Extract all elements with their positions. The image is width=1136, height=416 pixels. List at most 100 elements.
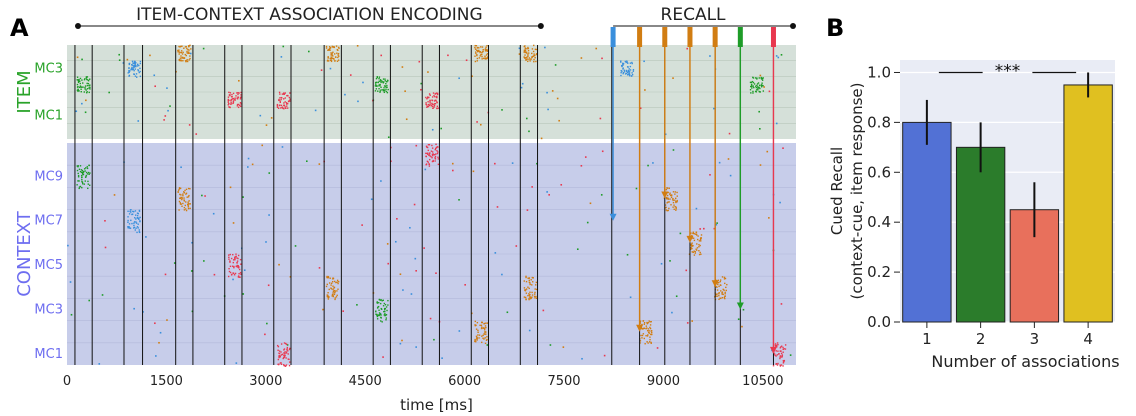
spike-dot xyxy=(131,66,133,69)
spike-dot xyxy=(330,54,333,56)
spike-dot xyxy=(134,217,136,219)
spike-dot xyxy=(777,353,780,355)
spike-dot xyxy=(80,88,82,90)
spike-dot xyxy=(380,180,382,182)
spike-dot xyxy=(533,295,536,298)
spike-dot xyxy=(477,334,479,336)
spike-dot xyxy=(481,58,483,60)
spike-dot xyxy=(383,307,386,310)
spike-dot xyxy=(337,49,339,51)
spike-dot xyxy=(527,277,529,279)
spike-dot xyxy=(81,58,83,61)
spike-dot xyxy=(135,65,137,68)
spike-dot xyxy=(529,283,531,286)
spike-dot xyxy=(396,217,398,220)
spike-dot xyxy=(330,57,333,60)
spike-dot xyxy=(639,342,641,344)
spike-dot xyxy=(382,81,385,83)
spike-dot xyxy=(330,59,333,61)
spike-dot xyxy=(526,48,528,50)
spike-dot xyxy=(717,279,720,281)
spike-dot xyxy=(699,228,701,230)
spike-dot xyxy=(285,352,288,354)
spike-dot xyxy=(672,77,674,79)
spike-dot xyxy=(88,173,90,175)
spike-dot xyxy=(601,57,603,60)
spike-dot xyxy=(551,90,554,92)
spike-dot xyxy=(89,84,91,86)
spike-dot xyxy=(133,221,136,223)
spike-dot xyxy=(84,111,87,114)
spike-dot xyxy=(641,323,643,326)
spike-dot xyxy=(480,324,483,327)
spike-dot xyxy=(83,91,86,93)
spike-dot xyxy=(378,309,380,311)
panel-a-raster: A ITEM-CONTEXT ASSOCIATION ENCODING RECA… xyxy=(10,5,796,414)
spike-dot xyxy=(642,328,644,330)
spike-dot xyxy=(560,183,563,186)
spike-dot xyxy=(234,272,237,275)
spike-dot xyxy=(385,319,387,321)
spike-dot xyxy=(285,107,287,109)
spike-dot xyxy=(384,307,387,310)
spike-dot xyxy=(183,57,186,59)
spike-dot xyxy=(285,343,288,345)
spike-dot xyxy=(475,51,477,53)
spike-dot xyxy=(409,226,411,229)
spike-dot xyxy=(76,184,78,186)
spike-dot xyxy=(187,48,189,51)
spike-dot xyxy=(328,49,330,51)
spike-dot xyxy=(184,53,186,56)
spike-dot xyxy=(240,263,242,265)
spike-dot xyxy=(229,103,232,105)
spike-dot xyxy=(435,272,437,274)
spike-dot xyxy=(756,78,758,80)
spike-dot xyxy=(717,283,719,286)
spike-dot xyxy=(189,203,192,205)
spike-dot xyxy=(458,199,460,201)
spike-dot xyxy=(643,60,645,63)
spike-dot xyxy=(378,88,380,90)
spike-dot xyxy=(527,47,530,50)
spike-dot xyxy=(84,85,87,87)
spike-dot xyxy=(382,89,384,91)
spike-burst xyxy=(177,187,192,212)
spike-dot xyxy=(378,84,380,86)
spike-dot xyxy=(284,355,286,357)
spike-dot xyxy=(335,281,337,284)
spike-dot xyxy=(131,213,134,215)
spike-burst xyxy=(639,320,653,345)
spike-dot xyxy=(189,207,191,210)
spike-burst xyxy=(276,342,291,367)
spike-dot xyxy=(239,98,242,100)
spike-dot xyxy=(625,61,627,64)
spike-dot xyxy=(318,163,321,165)
spike-dot xyxy=(85,176,87,178)
spike-dot xyxy=(80,174,83,177)
spike-dot xyxy=(332,55,334,57)
y-tick-label: 0.6 xyxy=(867,163,891,181)
spike-dot xyxy=(762,85,764,87)
spike-dot xyxy=(691,320,693,322)
spike-dot xyxy=(533,58,535,61)
spike-dot xyxy=(481,341,483,344)
spike-dot xyxy=(77,176,80,178)
spike-dot xyxy=(384,78,386,80)
y-tick-label: 0.8 xyxy=(867,113,891,131)
spike-dot xyxy=(429,158,431,161)
spike-dot xyxy=(76,83,79,86)
spike-dot xyxy=(239,271,242,274)
spike-dot xyxy=(331,295,333,297)
spike-dot xyxy=(782,351,784,353)
spike-dot xyxy=(279,93,281,95)
spike-dot xyxy=(139,220,141,223)
spike-dot xyxy=(177,51,179,53)
spike-dot xyxy=(525,275,527,278)
spike-dot xyxy=(179,187,181,190)
spike-dot xyxy=(380,80,383,82)
spike-dot xyxy=(775,122,778,125)
spike-dot xyxy=(428,104,431,107)
spike-burst xyxy=(523,44,538,63)
spike-dot xyxy=(647,322,650,324)
spike-dot xyxy=(327,298,330,300)
